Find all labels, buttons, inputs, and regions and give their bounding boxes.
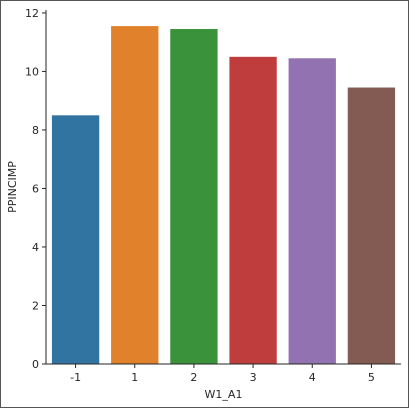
- x-tick-label: 5: [368, 371, 375, 384]
- y-tick-label: 10: [25, 65, 39, 78]
- y-axis-label: PPINCIMP: [6, 161, 19, 213]
- bar-2: [170, 29, 218, 364]
- bars-group: [51, 26, 396, 365]
- y-tick-label: 6: [32, 182, 39, 195]
- y-tick-label: 2: [32, 299, 39, 312]
- y-tick-label: 8: [32, 124, 39, 137]
- y-tick-label: 12: [25, 7, 39, 20]
- bar-4: [288, 58, 336, 364]
- x-tick-label: 3: [250, 371, 257, 384]
- y-tick-label: 4: [32, 241, 39, 254]
- x-tick-label: -1: [70, 371, 81, 384]
- x-axis-label: W1_A1: [205, 388, 243, 401]
- bar-3: [229, 56, 277, 365]
- x-tick-label: 4: [309, 371, 316, 384]
- y-ticks-group: 0 2 4 6 8 10 12: [25, 7, 46, 371]
- x-tick-label: 1: [131, 371, 138, 384]
- bar-5: [347, 87, 396, 364]
- x-tick-label: 2: [190, 371, 197, 384]
- y-tick-label: 0: [32, 358, 39, 371]
- bar--1: [51, 115, 100, 364]
- bar-1: [111, 26, 159, 364]
- x-ticks-group: -1 1 2 3 4 5: [70, 364, 375, 384]
